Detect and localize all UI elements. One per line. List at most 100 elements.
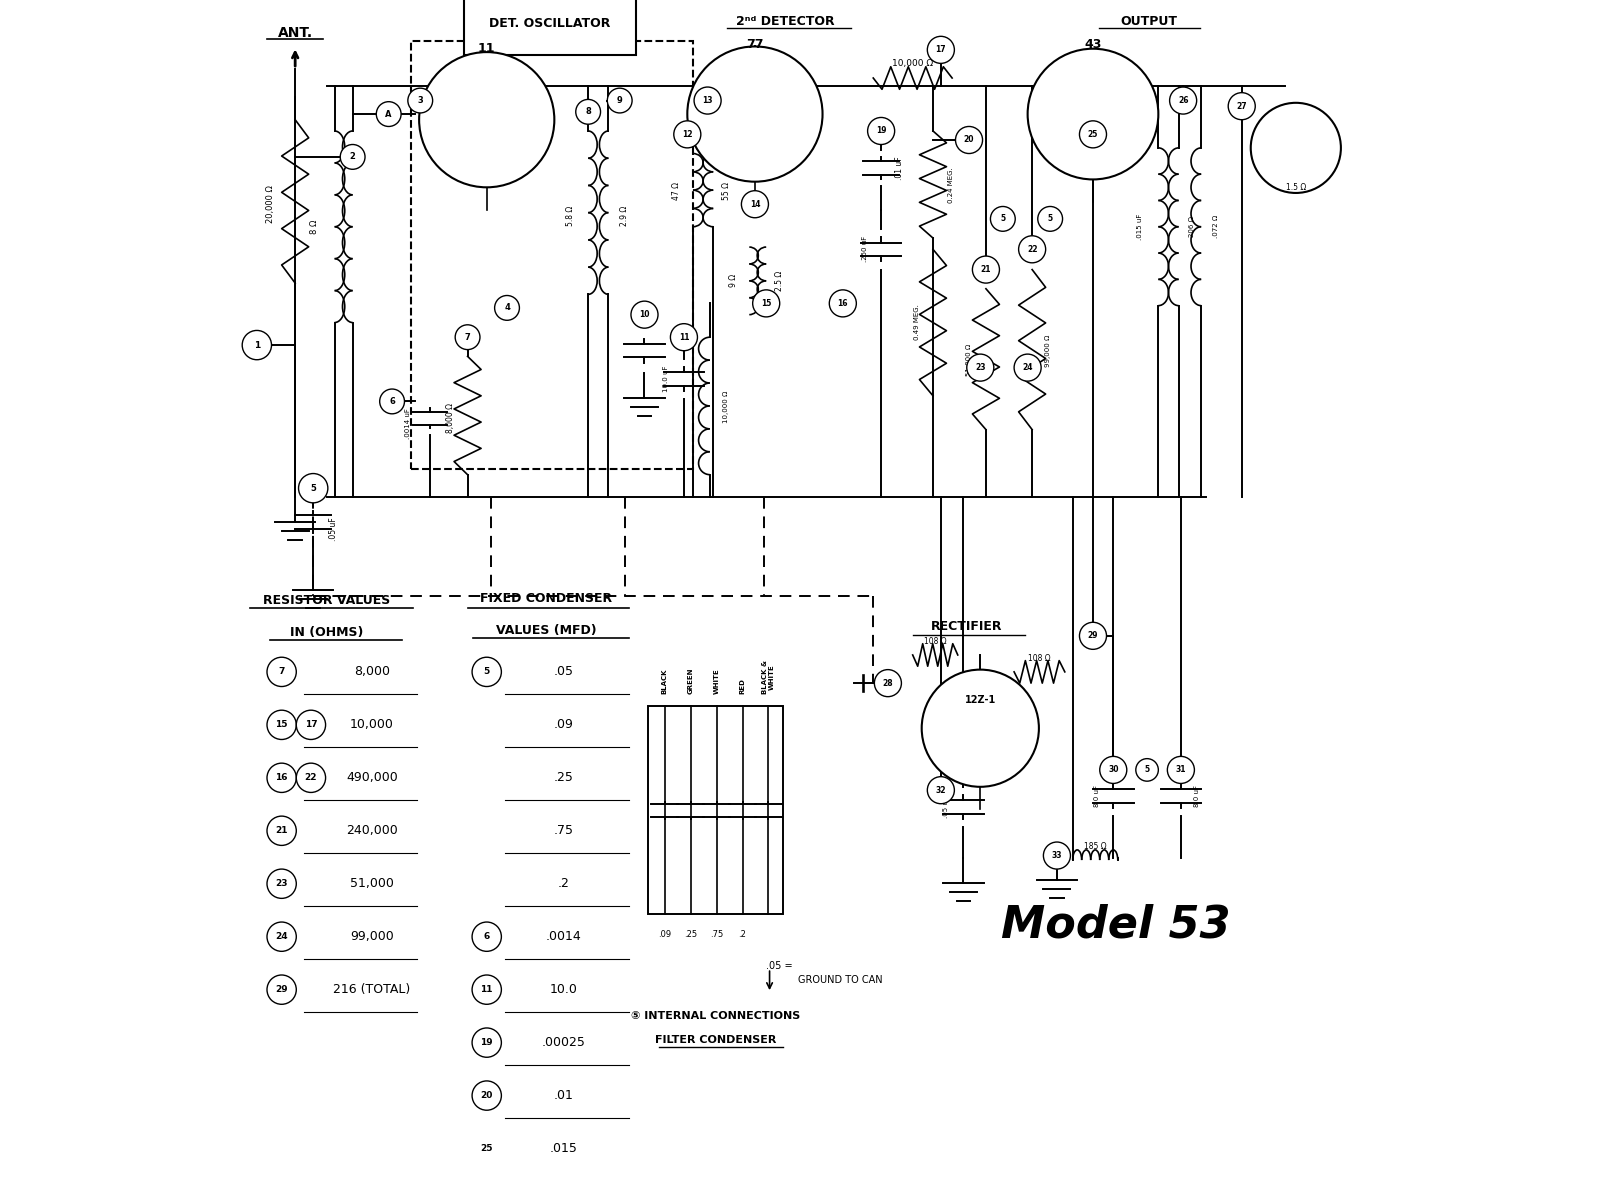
Text: 8.0 uF: 8.0 uF xyxy=(1194,785,1200,807)
Circle shape xyxy=(867,117,894,145)
Text: 490,000: 490,000 xyxy=(346,771,398,785)
Text: A: A xyxy=(386,110,392,118)
Text: 2ⁿᵈ DETECTOR: 2ⁿᵈ DETECTOR xyxy=(736,16,835,29)
Text: 77: 77 xyxy=(746,38,763,50)
Text: 32: 32 xyxy=(936,786,946,794)
Text: .25: .25 xyxy=(554,771,573,785)
Text: BLACK: BLACK xyxy=(662,669,667,695)
Text: 7: 7 xyxy=(464,332,470,342)
Circle shape xyxy=(1168,756,1195,783)
Text: 10,000: 10,000 xyxy=(350,719,394,731)
Circle shape xyxy=(576,99,600,124)
Circle shape xyxy=(1080,622,1107,649)
Text: Model 53: Model 53 xyxy=(1000,904,1230,947)
Circle shape xyxy=(267,710,296,739)
Text: .05: .05 xyxy=(554,665,573,678)
Text: 30: 30 xyxy=(1109,765,1118,774)
Text: 47 Ω: 47 Ω xyxy=(672,182,680,200)
Text: .2: .2 xyxy=(739,930,747,939)
Circle shape xyxy=(1027,49,1158,179)
Text: 8.0 uF: 8.0 uF xyxy=(1094,785,1101,807)
Circle shape xyxy=(379,389,405,414)
Circle shape xyxy=(472,922,501,951)
Circle shape xyxy=(1136,758,1158,781)
Text: 15: 15 xyxy=(275,720,288,730)
Circle shape xyxy=(670,324,698,350)
Text: 12: 12 xyxy=(682,130,693,139)
Text: IN (OHMS): IN (OHMS) xyxy=(290,626,363,639)
Circle shape xyxy=(688,47,822,182)
Text: 31: 31 xyxy=(1176,765,1186,774)
Text: 12Z-1: 12Z-1 xyxy=(965,695,995,706)
Circle shape xyxy=(341,145,365,170)
Text: .75: .75 xyxy=(554,824,573,837)
Circle shape xyxy=(922,670,1038,787)
Circle shape xyxy=(472,975,501,1005)
Text: 8 Ω: 8 Ω xyxy=(310,220,318,234)
Text: 23: 23 xyxy=(974,364,986,372)
Text: 0.49 MEG.: 0.49 MEG. xyxy=(914,305,920,341)
Text: 5: 5 xyxy=(1144,765,1150,774)
Text: 4: 4 xyxy=(504,304,510,312)
Text: 25: 25 xyxy=(480,1145,493,1153)
Text: .015 uF: .015 uF xyxy=(1138,214,1144,240)
Text: .25: .25 xyxy=(685,930,698,939)
Text: 206 Ω: 206 Ω xyxy=(1189,216,1195,237)
Text: 10.0: 10.0 xyxy=(549,983,578,996)
Text: 9: 9 xyxy=(618,96,622,105)
Bar xyxy=(648,706,782,914)
Text: 55 Ω: 55 Ω xyxy=(722,182,731,200)
Text: .75: .75 xyxy=(710,930,723,939)
Text: ⑤ INTERNAL CONNECTIONS: ⑤ INTERNAL CONNECTIONS xyxy=(630,1011,800,1020)
Text: 20: 20 xyxy=(963,135,974,145)
Circle shape xyxy=(472,1081,501,1110)
Text: 240,000: 240,000 xyxy=(346,824,398,837)
Text: 216 (TOTAL): 216 (TOTAL) xyxy=(333,983,411,996)
Text: 21: 21 xyxy=(981,266,990,274)
Circle shape xyxy=(267,975,296,1005)
Text: .05 =: .05 = xyxy=(766,960,794,971)
Text: 20,000 Ω: 20,000 Ω xyxy=(266,185,275,224)
Text: 22: 22 xyxy=(304,774,317,782)
Circle shape xyxy=(408,89,432,112)
Text: 1.5 Ω: 1.5 Ω xyxy=(1286,183,1306,191)
Text: 21: 21 xyxy=(275,826,288,835)
Text: 15: 15 xyxy=(762,299,771,307)
Circle shape xyxy=(494,295,520,321)
Circle shape xyxy=(966,354,994,382)
Circle shape xyxy=(267,922,296,951)
Text: GROUND TO CAN: GROUND TO CAN xyxy=(798,975,882,984)
Text: 1: 1 xyxy=(254,341,259,349)
Text: 10,000 Ω: 10,000 Ω xyxy=(893,59,933,68)
Circle shape xyxy=(296,763,325,793)
Text: 7: 7 xyxy=(278,667,285,677)
Text: 10: 10 xyxy=(640,310,650,319)
Circle shape xyxy=(454,325,480,349)
Circle shape xyxy=(630,301,658,328)
Text: 5: 5 xyxy=(483,667,490,677)
Circle shape xyxy=(472,1134,501,1164)
Text: 17: 17 xyxy=(304,720,317,730)
Text: 108 Ω: 108 Ω xyxy=(1027,654,1050,663)
Text: 3: 3 xyxy=(418,96,422,105)
Text: 8,000: 8,000 xyxy=(354,665,390,678)
Text: 5: 5 xyxy=(1000,214,1005,224)
Text: 5: 5 xyxy=(1048,214,1053,224)
Text: OUTPUT: OUTPUT xyxy=(1122,16,1178,29)
Circle shape xyxy=(1170,87,1197,114)
Text: 99,000: 99,000 xyxy=(350,930,394,944)
Circle shape xyxy=(955,127,982,153)
Text: .250 uF: .250 uF xyxy=(862,236,869,262)
Circle shape xyxy=(1043,842,1070,869)
Bar xyxy=(411,41,693,469)
Circle shape xyxy=(1014,354,1042,382)
Text: .01 uF: .01 uF xyxy=(894,157,904,179)
Circle shape xyxy=(472,1186,501,1196)
Text: FIXED CONDENSER: FIXED CONDENSER xyxy=(480,592,613,605)
Text: 8,000 Ω: 8,000 Ω xyxy=(446,403,454,433)
Text: 99,000 Ω: 99,000 Ω xyxy=(1045,335,1051,367)
Text: 51,000: 51,000 xyxy=(350,877,394,890)
Text: 0.24 MEG.: 0.24 MEG. xyxy=(947,167,954,203)
Text: 8: 8 xyxy=(586,108,590,116)
Text: 2.5 Ω: 2.5 Ω xyxy=(776,270,784,291)
